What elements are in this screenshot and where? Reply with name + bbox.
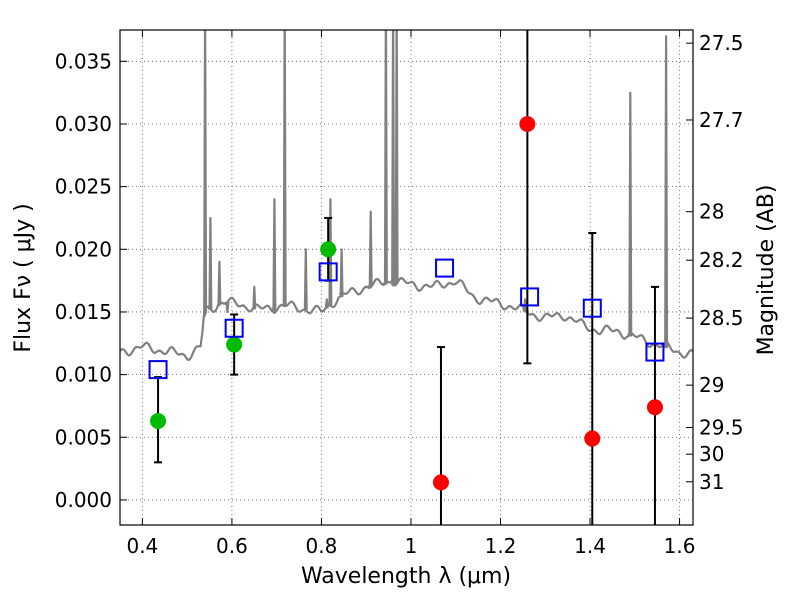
x-tick-label: 1.4 (574, 534, 606, 558)
y-tick-label: 0.025 (55, 175, 112, 199)
axis-ticks: 0.4 0.6 0.8 1 1.2 1.4 1.6 0.000 0.005 0.010 0.015 0… (55, 30, 744, 558)
green-data-point (150, 412, 167, 429)
x-tick-label: 1.2 (485, 534, 517, 558)
right-axis-label: Magnitude (AB) (754, 185, 779, 356)
right-tick-label: 27.7 (699, 108, 744, 132)
right-tick-label: 29.5 (699, 416, 744, 440)
y-axis-label: Flux Fν ( μJy ) (11, 203, 36, 352)
red-data-point (584, 430, 601, 447)
x-axis-label: Wavelength λ (μm) (301, 564, 511, 589)
x-tick-label: 0.6 (216, 534, 248, 558)
x-tick-label: 1.6 (664, 534, 696, 558)
y-tick-label: 0.035 (55, 49, 112, 73)
x-tick-label: 0.8 (306, 534, 338, 558)
right-tick-label: 30 (699, 442, 724, 466)
model-photometry-square (224, 318, 244, 338)
y-tick-label: 0.000 (55, 488, 112, 512)
model-photometry-square (435, 258, 455, 278)
red-data-point (646, 399, 663, 416)
right-tick-label: 28.2 (699, 248, 744, 272)
green-data-point (226, 336, 243, 353)
x-tick-label: 0.4 (126, 534, 158, 558)
right-tick-label: 28.5 (699, 306, 744, 330)
model-photometry-square (520, 287, 540, 307)
y-tick-label: 0.015 (55, 300, 112, 324)
right-tick-label: 28 (699, 200, 724, 224)
y-tick-label: 0.020 (55, 237, 112, 261)
y-tick-label: 0.030 (55, 112, 112, 136)
data-points (148, 30, 665, 525)
x-tick-label: 1 (405, 534, 418, 558)
spectrum-line (120, 30, 693, 362)
model-photometry-square (318, 262, 338, 282)
right-tick-label: 29 (699, 373, 724, 397)
right-tick-label: 27.5 (699, 31, 744, 55)
right-tick-label: 31 (699, 470, 724, 494)
green-data-point (320, 241, 337, 258)
model-photometry-square (582, 298, 602, 318)
red-data-point (432, 474, 449, 491)
red-data-point (519, 115, 536, 132)
y-tick-label: 0.010 (55, 363, 112, 387)
model-photometry-square (148, 360, 168, 380)
model-spectrum (120, 30, 693, 362)
model-photometry-square (645, 342, 665, 362)
plot-frame (119, 29, 694, 526)
y-tick-label: 0.005 (55, 425, 112, 449)
